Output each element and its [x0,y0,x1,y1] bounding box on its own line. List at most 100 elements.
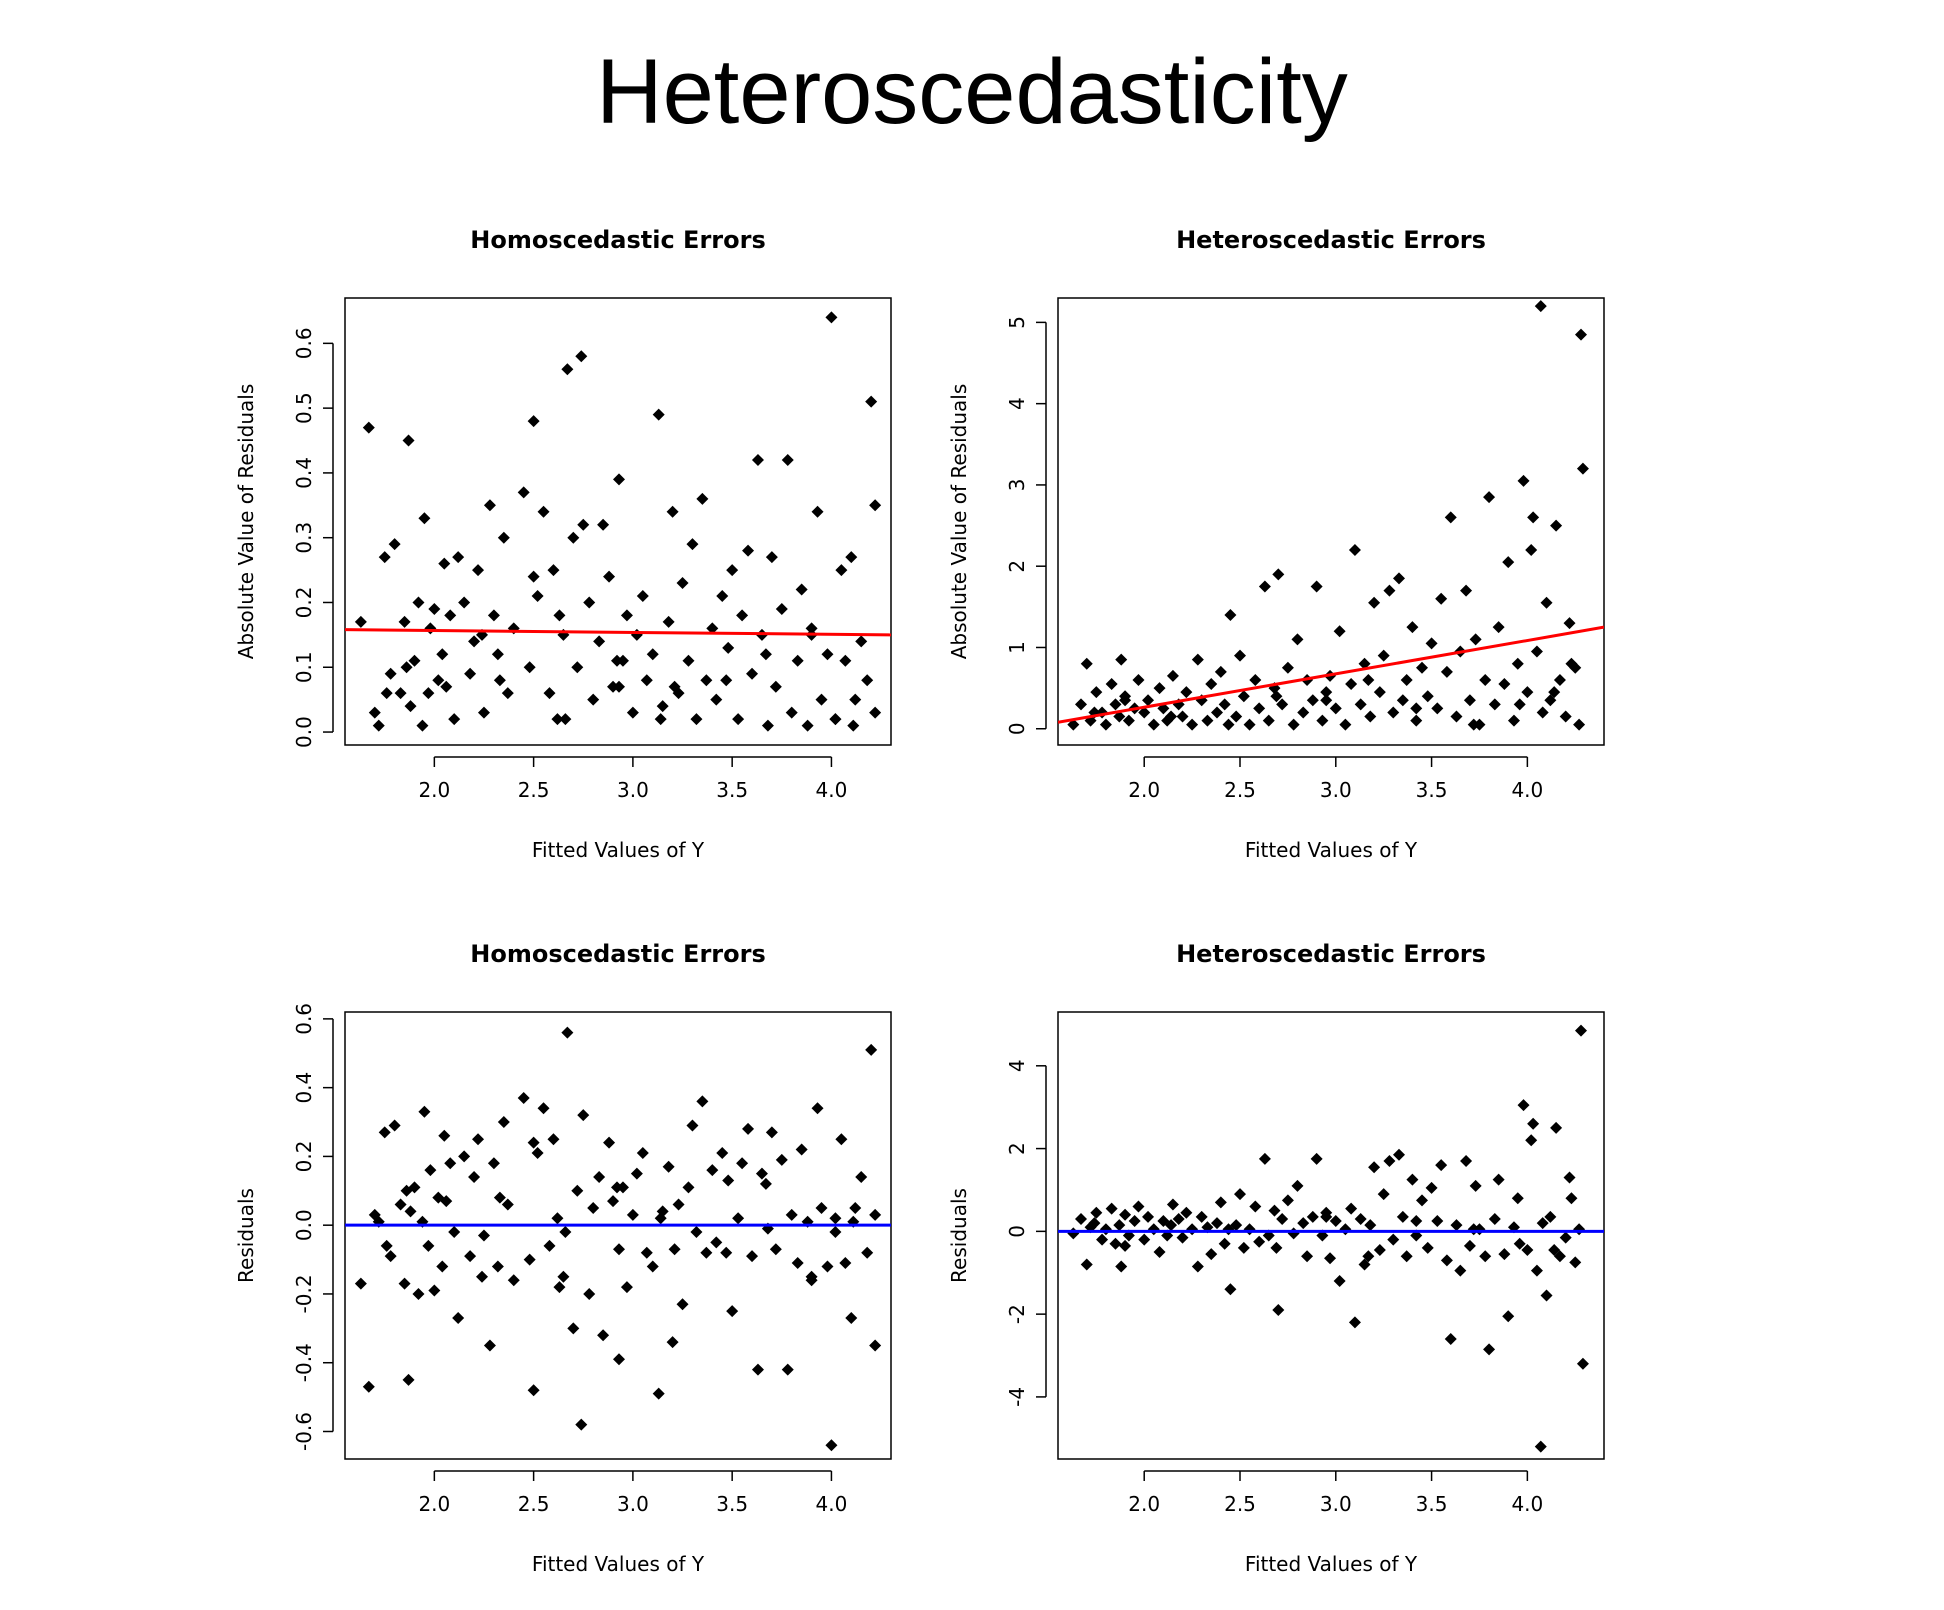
trend-line [345,628,891,637]
data-point [1119,694,1132,707]
data-point [1329,1215,1342,1228]
y-tick-label: 0 [1005,1225,1029,1238]
data-point [412,1287,425,1300]
data-point [487,609,500,622]
data-point [769,680,782,693]
data-point [1463,1239,1476,1252]
data-point [402,1373,415,1386]
data-point [1165,1219,1178,1232]
data-point [1205,678,1218,691]
data-point [775,1153,788,1166]
data-point [1147,1223,1160,1236]
y-tick-label: 0.4 [292,1072,316,1104]
data-point [1201,714,1214,727]
data-point [1450,710,1463,723]
data-point [571,661,584,674]
data-point [1513,698,1526,711]
data-point [491,1260,504,1273]
data-point [404,1205,417,1218]
data-point [646,1260,659,1273]
data-point [1502,1310,1515,1323]
data-point [458,1150,471,1163]
data-point [845,551,858,564]
data-point [458,596,471,609]
data-point [1383,584,1396,597]
data-point [845,1312,858,1325]
data-point [543,687,556,700]
data-point [636,1146,649,1159]
data-point [839,654,852,667]
data-point [517,1091,530,1104]
data-point [1191,653,1204,666]
data-point [354,615,367,628]
y-axis-label: Absolute Value of Residuals [234,384,258,660]
data-points [354,1026,882,1452]
data-point [418,512,431,525]
data-point [626,706,639,719]
data-point [1090,686,1103,699]
data-point [1306,694,1319,707]
data-point [448,1226,461,1239]
data-point [483,499,496,512]
data-point [1460,1155,1473,1167]
data-point [1569,1256,1582,1269]
data-point [1258,1152,1271,1165]
y-tick-label: -0.2 [292,1274,316,1313]
data-point [412,596,425,609]
data-point [1153,1246,1166,1259]
data-point [547,1133,560,1146]
data-point [746,1250,759,1263]
data-point [1425,1181,1438,1194]
data-point [791,1257,804,1270]
data-point [1243,718,1256,731]
data-point [1224,1283,1237,1296]
data-point [422,687,435,700]
data-point [1218,1237,1231,1250]
y-tick-label: -4 [1005,1387,1029,1407]
data-point [825,311,838,324]
data-point [612,680,625,693]
data-point [400,1184,413,1197]
data-point [755,1167,768,1180]
data-point [765,551,778,564]
data-point [1488,1212,1501,1225]
data-point [1345,1202,1358,1215]
data-point [1517,1099,1530,1112]
data-point [1186,1223,1199,1236]
data-point [1479,1250,1492,1263]
data-point [1153,682,1166,695]
data-point [662,1160,675,1173]
data-point [696,492,709,505]
data-point [571,1184,584,1197]
data-point [1563,617,1576,630]
data-point [1109,698,1122,711]
data-point [1320,694,1333,707]
data-point [1333,625,1346,638]
data-point [438,1129,451,1142]
data-point [1096,1233,1109,1246]
data-point [672,1198,685,1211]
data-point [706,1164,719,1177]
data-point [1272,568,1285,581]
x-tick-label: 2.5 [1224,1492,1256,1516]
data-point [559,1226,572,1239]
data-point [1348,1316,1361,1329]
data-point [432,674,445,687]
data-point [1176,1231,1189,1244]
data-point [726,564,739,577]
data-point [791,654,804,667]
data-point [1109,1237,1122,1250]
data-point [696,1095,709,1108]
data-point [716,1146,729,1159]
data-point [1530,645,1543,658]
data-point [1502,556,1515,569]
data-point [1211,1217,1224,1230]
data-point [597,1329,610,1342]
data-point [1527,511,1540,524]
data-point [1339,1223,1352,1236]
data-point [732,1212,745,1225]
data-point [1243,1223,1256,1236]
data-point [1548,1243,1561,1256]
data-point [1080,657,1093,670]
data-point [388,538,401,551]
